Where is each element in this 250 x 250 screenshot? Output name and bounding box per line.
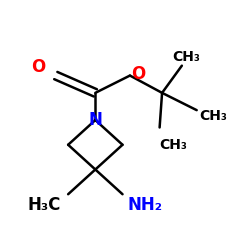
Text: CH₃: CH₃ bbox=[199, 109, 227, 123]
Text: O: O bbox=[131, 65, 146, 83]
Text: CH₃: CH₃ bbox=[160, 138, 188, 152]
Text: O: O bbox=[31, 58, 46, 76]
Text: H₃C: H₃C bbox=[27, 196, 61, 214]
Text: NH₂: NH₂ bbox=[128, 196, 162, 214]
Text: CH₃: CH₃ bbox=[172, 50, 200, 64]
Text: N: N bbox=[88, 111, 102, 129]
